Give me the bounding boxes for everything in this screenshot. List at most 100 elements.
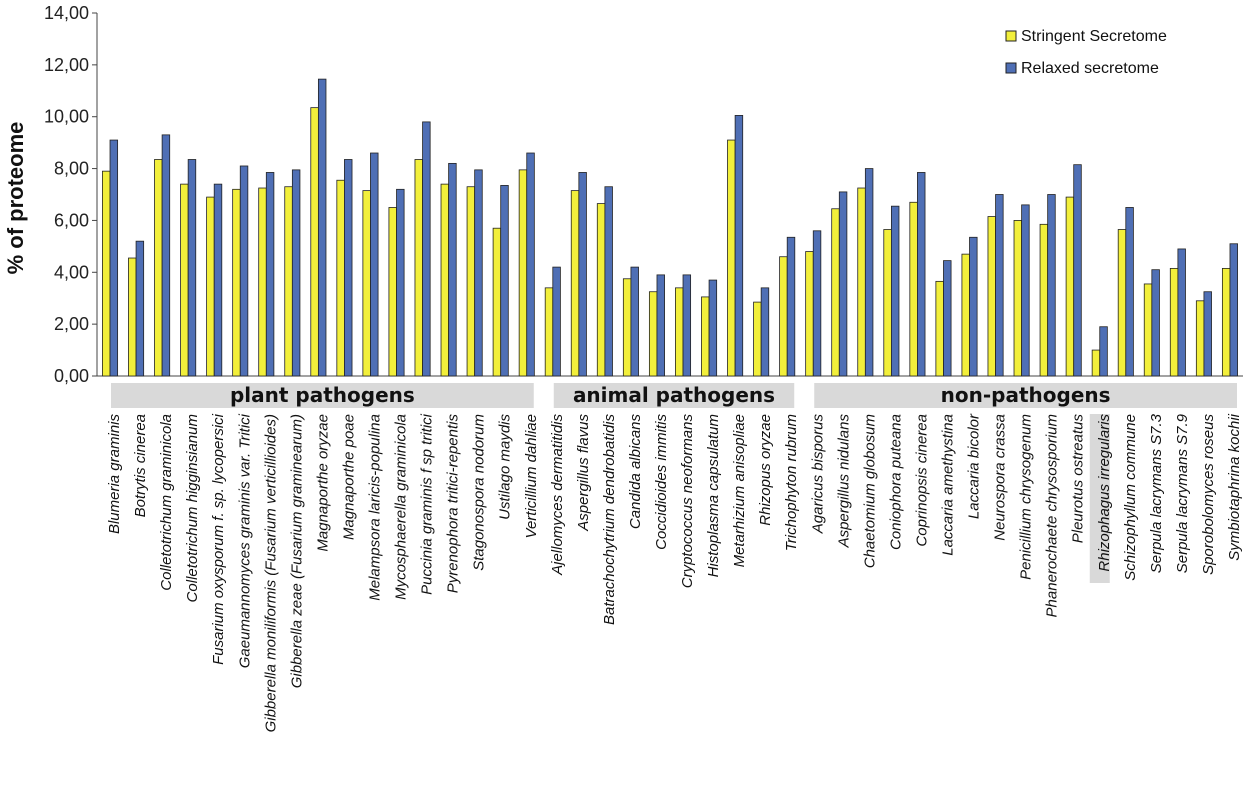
category-label: Candida albicans xyxy=(627,414,644,530)
bar-stringent xyxy=(544,287,554,377)
bar-stringent xyxy=(362,190,371,377)
bar-stringent xyxy=(779,256,788,377)
category-label: Gibberella zeae (Fusarium graminearum) xyxy=(288,414,305,688)
y-tick-label: 8,00 xyxy=(54,159,89,179)
y-tick-label: 4,00 xyxy=(54,262,89,282)
category-label: Metarhizium anisopliae xyxy=(731,414,748,567)
bar-relaxed xyxy=(291,169,301,377)
group-label: animal pathogens xyxy=(573,383,775,407)
bar-stringent xyxy=(596,203,606,377)
category-label: Aspergillus nidulans xyxy=(835,414,852,549)
group-band xyxy=(814,383,1237,408)
bar-relaxed xyxy=(396,188,405,377)
category-label: Chaetomium globosum xyxy=(861,414,878,568)
bar-relaxed xyxy=(474,169,483,377)
category-label: Serpula lacrymans S7.9 xyxy=(1174,413,1191,573)
bar-stringent xyxy=(102,170,111,377)
group-label: plant pathogens xyxy=(230,383,415,407)
category-label: Laccaria bicolor xyxy=(966,413,983,519)
bar-relaxed xyxy=(1125,207,1134,377)
bar-stringent xyxy=(831,208,840,377)
category-label: Trichophyton rubrum xyxy=(783,414,800,551)
bar-stringent xyxy=(570,190,580,377)
legend-label-relaxed: Relaxed secretome xyxy=(1021,60,1159,77)
bar-stringent xyxy=(232,188,241,377)
category-label: Pleurotus ostreatus xyxy=(1070,414,1087,544)
bar-stringent xyxy=(440,183,450,377)
bar-relaxed xyxy=(604,186,613,377)
category-label: Agaricus bisporus xyxy=(809,414,826,535)
bar-stringent xyxy=(336,179,345,377)
category-label: Puccinia graminis f sp tritici xyxy=(419,413,436,595)
bar-stringent xyxy=(622,278,632,377)
y-tick-label: 6,00 xyxy=(54,210,89,230)
bar-stringent xyxy=(857,187,866,377)
bar-relaxed xyxy=(265,172,275,377)
category-label: Coprinopsis cinerea xyxy=(913,414,930,547)
bar-stringent xyxy=(805,251,814,377)
bar-relaxed xyxy=(1073,164,1082,377)
group-band xyxy=(553,383,795,408)
bar-stringent xyxy=(414,159,423,377)
bar-relaxed xyxy=(448,162,457,377)
bar-relaxed xyxy=(552,266,561,377)
category-label: Rhizopus oryzae xyxy=(757,414,774,526)
bar-relaxed xyxy=(682,274,692,377)
bar-stringent xyxy=(961,253,970,377)
category-label: Mycosphaerella graminicola xyxy=(393,414,410,600)
bar-stringent xyxy=(1091,349,1101,377)
bar-stringent xyxy=(648,291,658,377)
bar-relaxed xyxy=(1047,194,1056,377)
bar-relaxed xyxy=(239,165,249,377)
legend-swatch-relaxed xyxy=(1005,62,1017,74)
bar-relaxed xyxy=(760,287,770,377)
bar-stringent xyxy=(1065,196,1075,377)
bar-stringent xyxy=(284,186,293,377)
category-label: Symbiotaphrina kochii xyxy=(1226,413,1243,560)
group-bands: plant pathogens animal pathogens non-patho… xyxy=(111,383,1237,408)
bar-stringent xyxy=(128,257,137,377)
y-tick-label: 10,00 xyxy=(44,107,89,127)
bar-relaxed xyxy=(969,236,978,377)
bar-relaxed xyxy=(630,266,639,377)
bar-stringent xyxy=(1013,220,1023,377)
category-label: Stagonospora nodorum xyxy=(471,414,488,571)
category-label: Cryptococcus neoformans xyxy=(679,414,696,589)
bar-relaxed xyxy=(135,240,145,377)
category-label: Verticillium dahliae xyxy=(523,414,540,539)
bar-relaxed xyxy=(1021,204,1030,377)
category-label: Aspergillus flavus xyxy=(575,414,592,532)
category-label: Phanerochaete chrysosporium xyxy=(1044,414,1061,617)
category-label: Penicillium chrysogenum xyxy=(1018,414,1035,580)
bar-stringent xyxy=(727,139,736,377)
bar-stringent xyxy=(492,227,502,377)
bar-stringent xyxy=(675,287,684,377)
bar-relaxed xyxy=(422,121,431,377)
legend-swatch-stringent xyxy=(1005,30,1017,42)
bar-stringent xyxy=(987,216,996,377)
legend: Stringent Secretome Relaxed secretome xyxy=(1005,28,1167,77)
group-band xyxy=(111,383,534,408)
bar-relaxed xyxy=(864,168,874,377)
bar-relaxed xyxy=(734,115,744,377)
bar-stringent xyxy=(753,301,762,377)
bar-stringent xyxy=(1195,300,1205,377)
bar-relaxed xyxy=(786,236,796,377)
bar-relaxed xyxy=(344,159,353,377)
bar-stringent xyxy=(1221,267,1231,377)
y-tick-label: 2,00 xyxy=(54,314,89,334)
bar-stringent xyxy=(466,186,476,377)
bar-relaxed xyxy=(578,172,587,377)
bar-relaxed xyxy=(890,205,900,377)
bar-stringent xyxy=(518,169,528,377)
group-label: non-pathogens xyxy=(941,383,1111,407)
bar-relaxed xyxy=(370,152,379,377)
category-label: Coniophora puteana xyxy=(887,414,904,550)
bar-stringent xyxy=(180,183,189,377)
bar-relaxed xyxy=(213,183,223,377)
bar-stringent xyxy=(258,187,267,377)
bar-stringent xyxy=(388,207,397,377)
bar-relaxed xyxy=(1151,269,1160,377)
category-label: Botrytis cinerea xyxy=(132,414,149,517)
category-label: Magnaporthe poae xyxy=(340,414,357,540)
